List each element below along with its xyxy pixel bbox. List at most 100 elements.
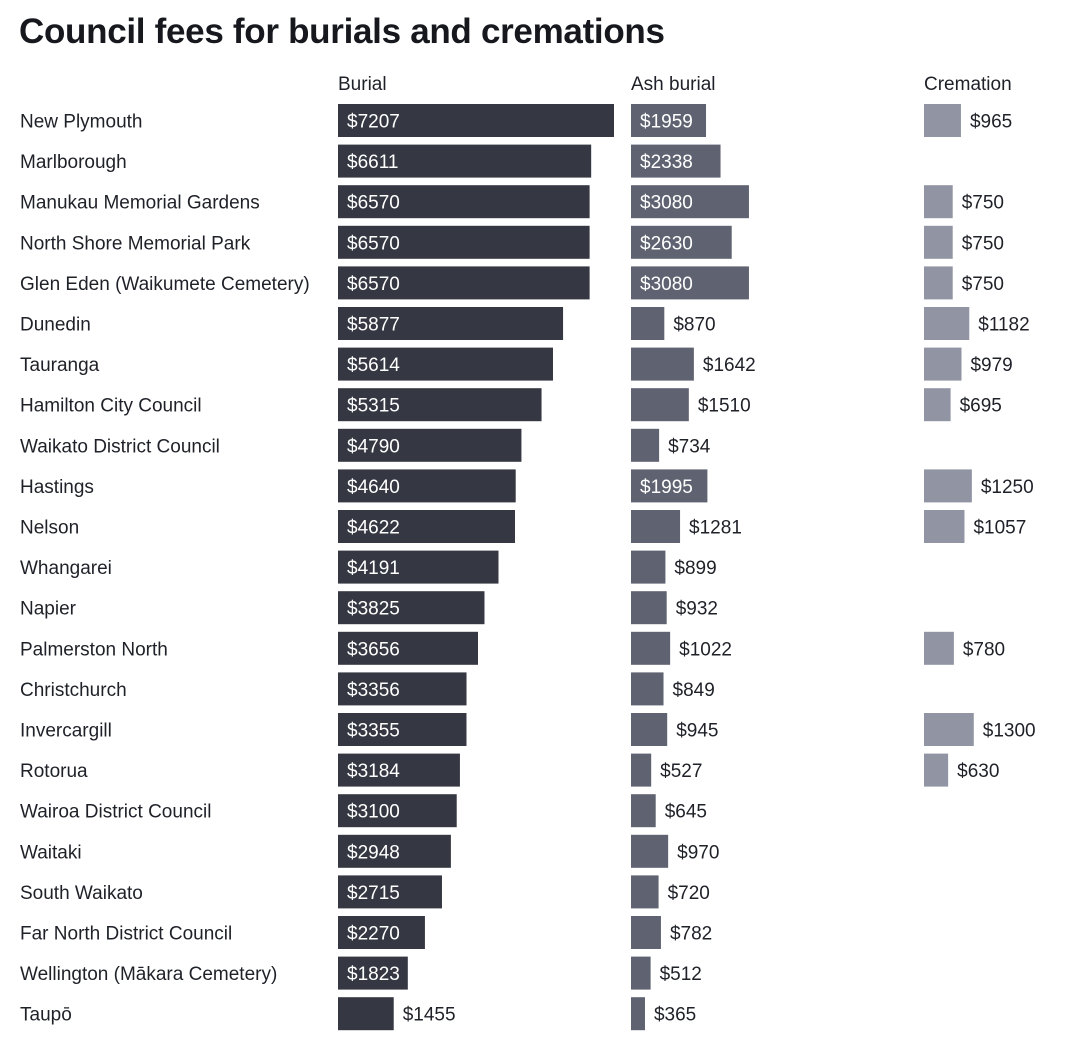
data-label: $1057: [973, 518, 1026, 539]
data-label: $6570: [347, 233, 400, 254]
data-label: $750: [962, 233, 1004, 254]
bar-cremation: [924, 307, 970, 340]
bar-ash-burial: [631, 834, 669, 868]
bar-burial: [338, 875, 442, 909]
bar-ash-burial: [631, 916, 661, 949]
data-label: $945: [676, 721, 718, 742]
bar-cremation: [924, 469, 972, 503]
bar-ash-burial: [631, 388, 689, 422]
data-label: $4191: [347, 558, 400, 579]
bar-burial: [338, 469, 516, 503]
bar-cremation: [924, 347, 962, 381]
bar-burial: [338, 794, 457, 828]
bar-ash-burial: [631, 347, 694, 381]
bar-cremation: [924, 713, 974, 746]
data-label: $1281: [689, 518, 742, 539]
bar-cremation: [924, 185, 953, 219]
bar-burial: [338, 266, 590, 300]
column-headers: Burial Ash burial Cremation: [338, 74, 1012, 95]
bar-ash-burial: [631, 591, 667, 625]
bar-cremation: [924, 388, 951, 422]
bar-burial: [338, 550, 499, 584]
row-label: Nelson: [20, 518, 79, 539]
bar-ash-burial: [631, 104, 707, 137]
column-header-cremation: Cremation: [924, 74, 1012, 95]
data-label: $512: [660, 964, 702, 985]
data-label: $5315: [347, 396, 400, 417]
bar-burial: [338, 225, 590, 259]
row-label: Taupō: [20, 1005, 72, 1026]
data-label: $734: [668, 436, 711, 457]
bar-ash-burial: [631, 266, 749, 300]
bar-burial: [338, 428, 522, 462]
column-header-burial: Burial: [338, 74, 387, 95]
bar-ash-burial: [631, 875, 659, 909]
bar-cremation: [924, 510, 965, 543]
data-label: $1250: [981, 477, 1034, 498]
bar-burial: [338, 591, 485, 625]
data-label: $1510: [698, 396, 751, 417]
data-label: $970: [677, 842, 719, 863]
bar-ash-burial: [631, 550, 666, 584]
bar-cremation: [924, 631, 954, 665]
bars: $7207 $1959 $965 $6611 $2338 $6570 $3080 $750 $6…: [338, 104, 1036, 1031]
bar-ash-burial: [631, 144, 721, 178]
bar-burial: [338, 713, 467, 746]
data-label: $2270: [347, 924, 400, 945]
data-label: $5877: [347, 315, 400, 336]
bar-burial: [338, 104, 614, 137]
data-label: $3184: [347, 761, 400, 782]
data-label: $782: [670, 924, 712, 945]
data-label: $1455: [403, 1005, 456, 1026]
bar-cremation: [924, 104, 961, 137]
data-label: $1642: [703, 355, 756, 376]
row-label: Invercargill: [20, 721, 112, 742]
bar-ash-burial: [631, 185, 749, 219]
row-label: Palmerston North: [20, 639, 168, 660]
data-label: $1022: [679, 639, 732, 660]
bar-ash-burial: [631, 672, 664, 706]
row-label: South Waikato: [20, 883, 143, 904]
data-label: $4790: [347, 436, 400, 457]
data-label: $3825: [347, 599, 400, 620]
bar-burial: [338, 347, 553, 381]
bar-ash-burial: [631, 428, 660, 462]
bar-ash-burial: [631, 794, 656, 828]
data-label: $6570: [347, 193, 400, 214]
data-label: $932: [676, 599, 718, 620]
row-label: Dunedin: [20, 315, 91, 336]
bar-cremation: [924, 225, 953, 259]
bar-burial: [338, 997, 394, 1031]
column-header-ash-burial: Ash burial: [631, 74, 716, 95]
data-label: $630: [957, 761, 999, 782]
row-label: Waitaki: [20, 842, 82, 863]
row-label: Whangarei: [20, 558, 112, 579]
bar-ash-burial: [631, 631, 671, 665]
bar-ash-burial: [631, 753, 652, 787]
bar-ash-burial: [631, 713, 668, 746]
data-label: $3356: [347, 680, 400, 701]
row-label: Hastings: [20, 477, 94, 498]
data-label: $750: [962, 193, 1004, 214]
row-label: Wairoa District Council: [20, 802, 211, 823]
data-label: $965: [970, 112, 1012, 133]
bar-burial: [338, 631, 479, 665]
row-label: Far North District Council: [20, 924, 232, 945]
bar-burial: [338, 834, 451, 868]
data-label: $4640: [347, 477, 400, 498]
data-label: $870: [673, 315, 715, 336]
bar-ash-burial: [631, 225, 732, 259]
data-label: $695: [960, 396, 1002, 417]
data-label: $365: [654, 1005, 696, 1026]
data-label: $899: [674, 558, 716, 579]
data-label: $2338: [640, 152, 693, 173]
data-label: $645: [665, 802, 707, 823]
row-label: Rotorua: [20, 761, 88, 782]
data-label: $7207: [347, 112, 400, 133]
data-label: $2948: [347, 842, 400, 863]
data-label: $3080: [640, 274, 693, 295]
bar-ash-burial: [631, 510, 681, 543]
bar-burial: [338, 916, 425, 949]
bar-burial: [338, 307, 564, 340]
